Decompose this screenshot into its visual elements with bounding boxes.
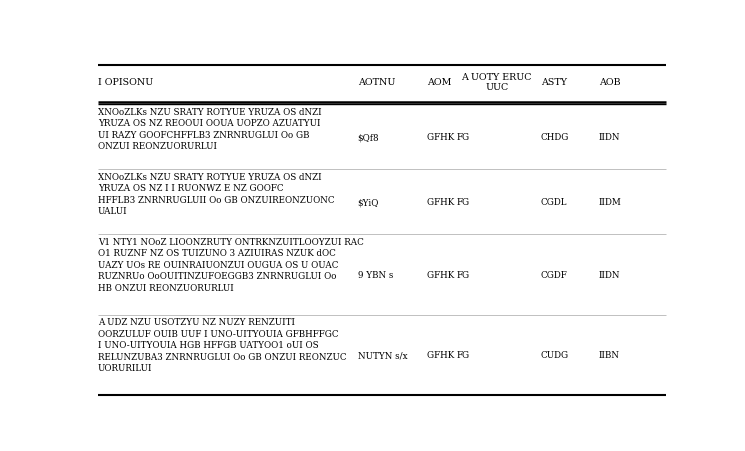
Text: CHDG: CHDG — [541, 133, 569, 142]
Text: AOB: AOB — [599, 78, 621, 87]
Text: XNOoZLKs NZU SRATY ROTYUE YRUZA OS dNZI
YRUZA OS NZ REOOUI OOUA UOPZO AZUATYUI
U: XNOoZLKs NZU SRATY ROTYUE YRUZA OS dNZI … — [98, 108, 321, 151]
Text: IIBN: IIBN — [599, 350, 620, 359]
Text: G: G — [461, 270, 469, 279]
Text: AOTNU: AOTNU — [358, 78, 395, 87]
Text: V1 NTY1 NOoZ LIOONZRUTY ONTRKNZUITLOOYZUI RAC
O1 RUZNF NZ OS TUIZUNO 3 AZIUIRAS : V1 NTY1 NOoZ LIOONZRUTY ONTRKNZUITLOOYZU… — [98, 237, 364, 292]
Text: AOM: AOM — [427, 78, 451, 87]
Text: A UDZ NZU USOTZYU NZ NUZY RENZUITI
OORZULUF OUIB UUF I UNO-UITYOUIA GFBHFFGC
I U: A UDZ NZU USOTZYU NZ NUZY RENZUITI OORZU… — [98, 318, 346, 373]
Text: IIDN: IIDN — [599, 270, 621, 279]
Text: CGDF: CGDF — [541, 270, 568, 279]
Text: IIDN: IIDN — [599, 133, 621, 142]
Text: CGDL: CGDL — [541, 198, 567, 207]
Text: I OPISONU: I OPISONU — [98, 78, 153, 87]
Text: XNOoZLKs NZU SRATY ROTYUE YRUZA OS dNZI
YRUZA OS NZ I I RUONWZ E NZ GOOFC
HFFLB3: XNOoZLKs NZU SRATY ROTYUE YRUZA OS dNZI … — [98, 172, 335, 216]
Text: $YiQ: $YiQ — [358, 198, 379, 207]
Text: ASTY: ASTY — [541, 78, 567, 87]
Text: CUDG: CUDG — [541, 350, 568, 359]
Text: G: G — [461, 350, 469, 359]
Text: IIDM: IIDM — [599, 198, 621, 207]
Text: GFHK F: GFHK F — [427, 270, 463, 279]
Text: A UOTY ERUC
UUC: A UOTY ERUC UUC — [461, 73, 532, 92]
Text: 9 YBN s: 9 YBN s — [358, 270, 393, 279]
Text: G: G — [461, 133, 469, 142]
Text: GFHK F: GFHK F — [427, 198, 463, 207]
Text: $Qf8: $Qf8 — [358, 133, 379, 142]
Text: GFHK F: GFHK F — [427, 133, 463, 142]
Text: GFHK F: GFHK F — [427, 350, 463, 359]
Text: G: G — [461, 198, 469, 207]
Text: NUTYN s/x: NUTYN s/x — [358, 350, 407, 359]
